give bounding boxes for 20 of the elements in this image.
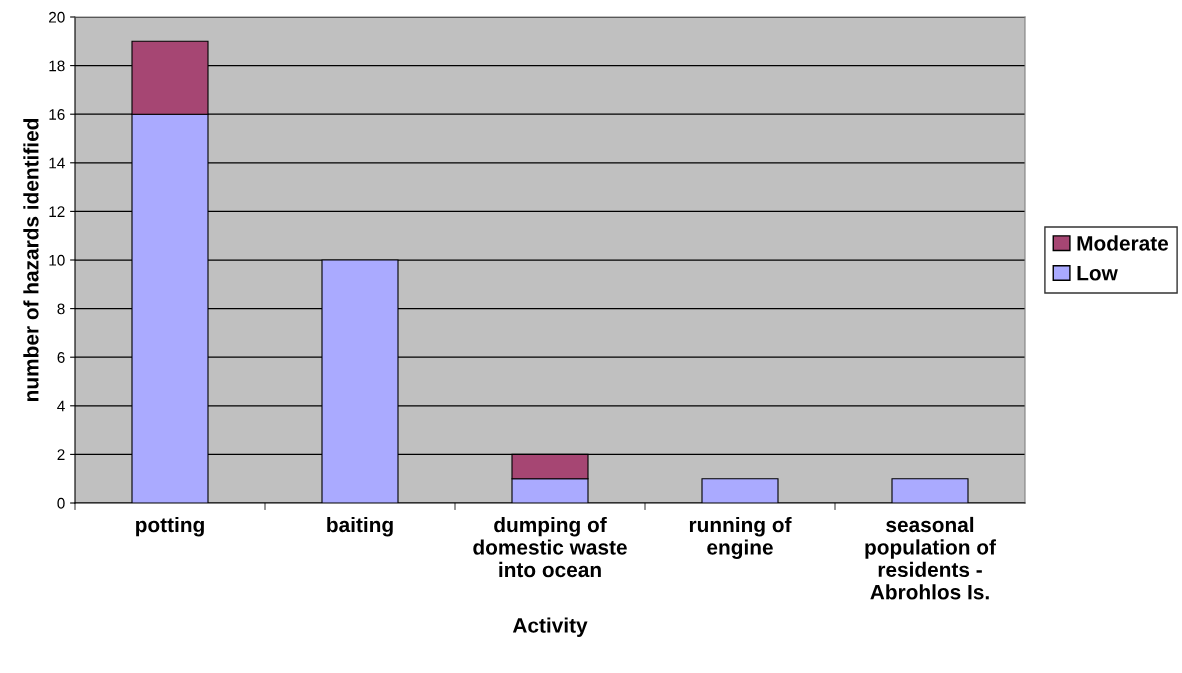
y-tick-label: 6 <box>57 352 65 363</box>
y-tick-label: 8 <box>57 303 65 315</box>
y-tick-label: 12 <box>49 206 65 217</box>
y-tick-label: 0 <box>57 497 65 509</box>
x-tick-label: running of engine <box>689 516 792 559</box>
y-tick-label: 4 <box>57 400 65 412</box>
legend-label: Low <box>1077 265 1118 281</box>
y-tick-label: 18 <box>49 60 65 72</box>
x-tick-label: baiting <box>327 516 393 537</box>
x-axis-title: Activity <box>512 617 588 637</box>
y-tick-label: 20 <box>49 11 65 23</box>
y-tick-label: 2 <box>57 449 65 460</box>
x-tick-label: potting <box>136 516 204 537</box>
x-tick-label: seasonal population of residents - Abrohlos Is. <box>865 516 996 600</box>
x-tick-label: dumping of domestic waste into ocean <box>473 516 627 578</box>
y-tick-label: 16 <box>49 109 65 120</box>
y-tick-label: 10 <box>49 254 65 266</box>
y-tick-label: 14 <box>49 157 65 169</box>
legend-label: Moderate <box>1077 235 1169 251</box>
y-axis-title: number of hazards identified <box>23 118 39 401</box>
